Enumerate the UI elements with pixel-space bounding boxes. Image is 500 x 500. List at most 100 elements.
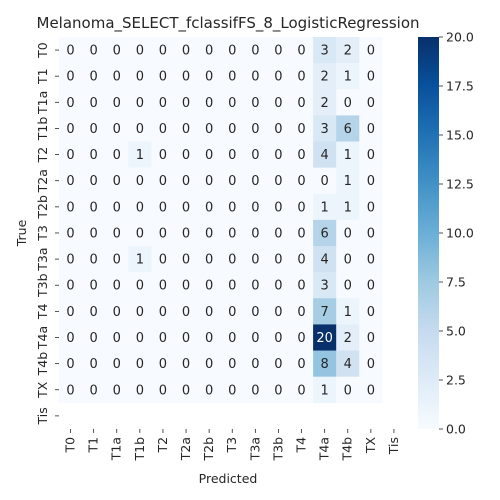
cell-value: 1 xyxy=(344,148,352,163)
x-tick-label: T4b xyxy=(340,437,355,462)
heatmap-cell xyxy=(151,37,175,64)
cell-value: 0 xyxy=(228,122,236,137)
heatmap-cell xyxy=(197,167,222,195)
cell-value: 0 xyxy=(66,148,74,163)
cell-value: 0 xyxy=(367,122,375,137)
heatmap-cell xyxy=(59,141,83,169)
cell-value: 0 xyxy=(228,357,236,372)
heatmap-cell xyxy=(197,272,222,299)
heatmap-cell xyxy=(82,246,106,273)
heatmap-cell xyxy=(220,376,245,404)
cell-value: 0 xyxy=(297,226,305,241)
cell-value: 4 xyxy=(321,148,329,163)
cell-value: 0 xyxy=(274,357,282,372)
cell-value: 0 xyxy=(66,44,74,59)
heatmap-cell xyxy=(359,115,383,142)
heatmap-cell xyxy=(313,246,337,273)
x-tick-label: T4a xyxy=(317,437,332,461)
cell-value: 0 xyxy=(182,174,190,189)
heatmap-cell xyxy=(313,63,337,90)
heatmap-cell xyxy=(336,272,360,299)
cell-value: 0 xyxy=(113,70,121,85)
y-tick-label: T4 xyxy=(35,304,50,321)
cell-value: 0 xyxy=(159,70,167,85)
cell-value: 0 xyxy=(66,122,74,137)
cell-value: 0 xyxy=(182,383,190,398)
cell-value: 0 xyxy=(205,148,213,163)
cell-value: 3 xyxy=(321,44,329,59)
heatmap-cell xyxy=(105,350,129,378)
cell-value: 0 xyxy=(182,226,190,241)
x-tick-label: T3 xyxy=(224,437,239,454)
heatmap-cell xyxy=(105,246,129,273)
cell-value: 0 xyxy=(159,174,167,189)
cell-value: 0 xyxy=(90,279,98,294)
heatmap-cell xyxy=(197,141,222,169)
heatmap-cell xyxy=(82,272,106,299)
heatmap-cell xyxy=(290,298,314,325)
cell-value: 0 xyxy=(182,305,190,320)
heatmap-cell xyxy=(220,246,245,273)
heatmap-cell xyxy=(243,37,268,64)
cell-value: 4 xyxy=(321,253,329,268)
heatmap-cell xyxy=(174,115,198,142)
heatmap-cell xyxy=(290,37,314,64)
cell-value: 2 xyxy=(344,44,352,59)
heatmap-cell xyxy=(336,167,360,195)
cell-value: 0 xyxy=(90,148,98,163)
heatmap-cell xyxy=(359,89,383,116)
heatmap-cell xyxy=(128,167,152,195)
cell-value: 0 xyxy=(344,96,352,111)
cell-value: 0 xyxy=(367,44,375,59)
colorbar-tick-label: 7.5 xyxy=(446,275,466,290)
cell-value: 0 xyxy=(251,70,259,85)
cell-value: 3 xyxy=(321,279,329,294)
heatmap-cell xyxy=(290,89,314,116)
y-tick-label: T3b xyxy=(35,273,50,298)
cell-value: 0 xyxy=(344,226,352,241)
heatmap-cell xyxy=(359,272,383,299)
y-tick-label: T0 xyxy=(35,42,50,59)
heatmap-cell xyxy=(151,115,175,142)
heatmap-cell xyxy=(359,324,383,351)
cell-value: 0 xyxy=(297,174,305,189)
heatmap-cell xyxy=(266,219,291,247)
cell-value: 0 xyxy=(136,331,144,346)
cell-value: 1 xyxy=(344,174,352,189)
heatmap-cell xyxy=(174,376,198,404)
heatmap-cell xyxy=(313,272,337,299)
cell-value: 0 xyxy=(136,383,144,398)
cell-value: 0 xyxy=(182,122,190,137)
heatmap-cell xyxy=(105,324,129,351)
heatmap-cell xyxy=(336,324,360,351)
heatmap-cell xyxy=(82,350,106,378)
heatmap-cell xyxy=(266,167,291,195)
cell-value: 0 xyxy=(159,331,167,346)
cell-value: 0 xyxy=(274,383,282,398)
cell-value: 0 xyxy=(66,305,74,320)
heatmap-cell xyxy=(151,376,175,404)
heatmap-cells xyxy=(59,37,383,404)
cell-value: 1 xyxy=(136,253,144,268)
heatmap-cell xyxy=(313,89,337,116)
cell-value: 0 xyxy=(159,122,167,137)
cell-value: 0 xyxy=(90,305,98,320)
cell-value: 0 xyxy=(251,226,259,241)
heatmap-cell xyxy=(174,350,198,378)
cell-value: 0 xyxy=(344,279,352,294)
y-tick-label: T2 xyxy=(35,147,50,164)
heatmap-cell xyxy=(128,272,152,299)
colorbar-tick-label: 5.0 xyxy=(446,324,466,339)
x-axis-ticks: T0 T1 T1a T1b T2 T2a T2b T3 T3a T3b T4 T4a T4b TX Tis xyxy=(63,428,401,462)
cell-value: 0 xyxy=(205,226,213,241)
cell-value: 0 xyxy=(251,253,259,268)
cell-value: 1 xyxy=(344,305,352,320)
cell-value: 0 xyxy=(159,200,167,215)
cell-value: 0 xyxy=(159,305,167,320)
cell-value: 0 xyxy=(113,44,121,59)
cell-value: 0 xyxy=(251,383,259,398)
cell-value: 0 xyxy=(205,44,213,59)
chart-title: Melanoma_SELECT_fclassifFS_8_LogisticReg… xyxy=(37,14,420,33)
cell-value: 0 xyxy=(205,70,213,85)
cell-value: 0 xyxy=(367,174,375,189)
